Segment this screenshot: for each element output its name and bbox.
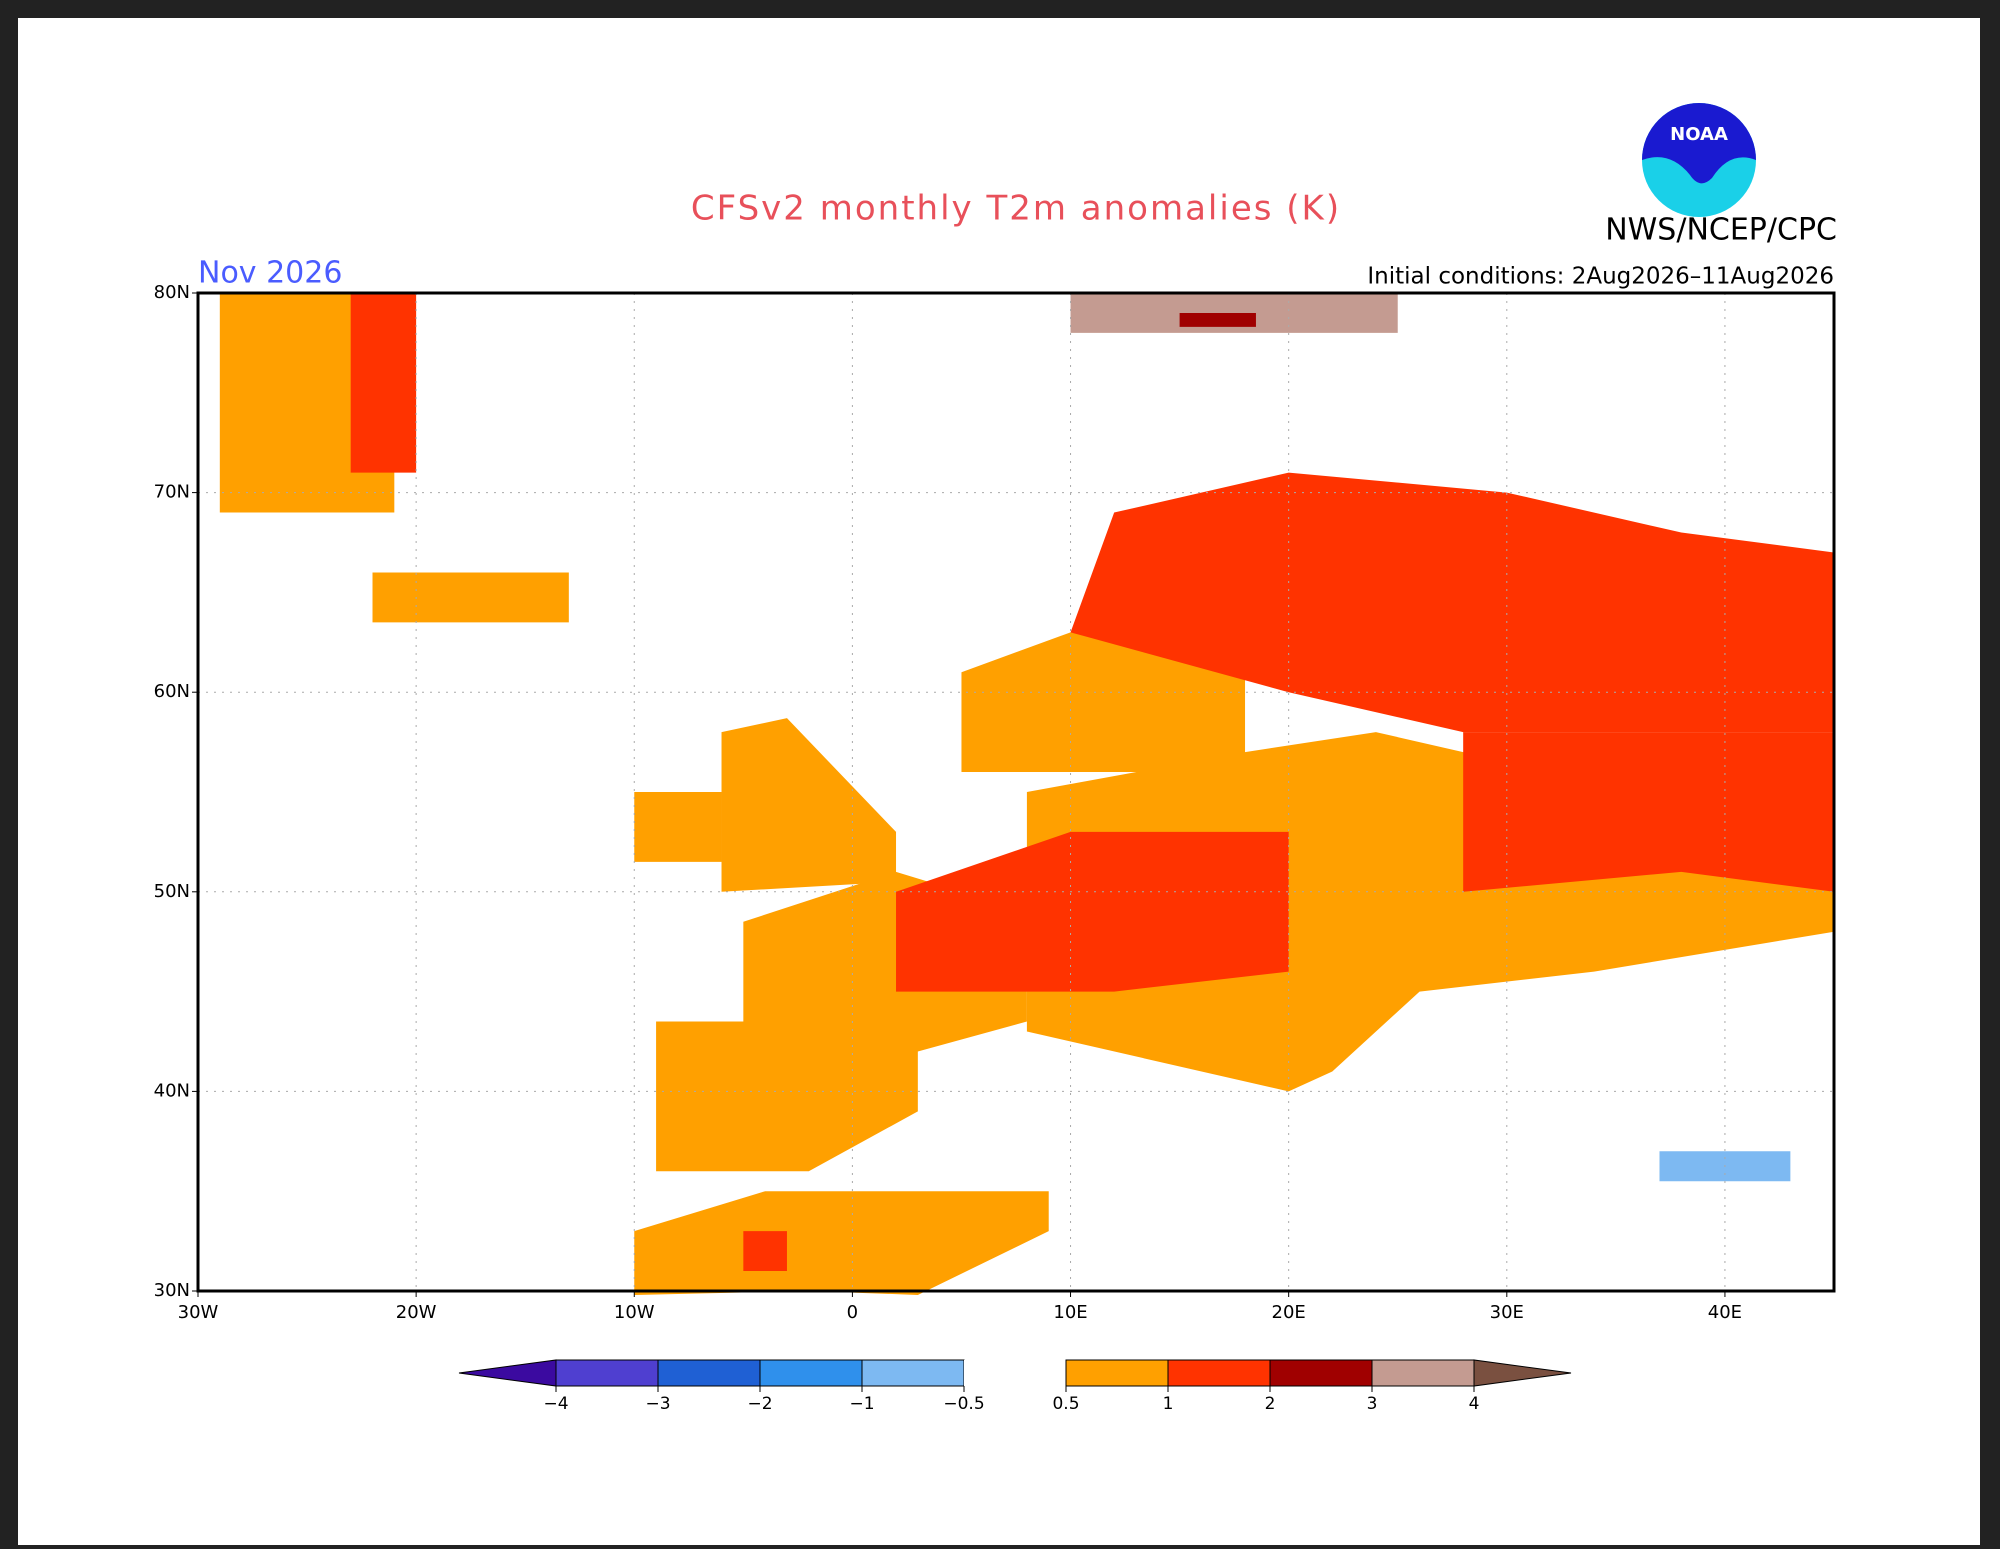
colorbar-label: −3 — [645, 1394, 670, 1414]
anomaly-region — [721, 718, 897, 892]
agency: NWS/NCEP/CPC — [1605, 213, 1837, 248]
lon-label: 30W — [178, 1302, 219, 1323]
lon-label: 0 — [847, 1302, 858, 1323]
anomaly-region — [1070, 472, 1834, 733]
anomaly-region — [372, 572, 569, 623]
colorbar-box — [1167, 1359, 1271, 1387]
anomaly-region — [350, 293, 417, 473]
colorbar-label: 0.5 — [1052, 1394, 1079, 1414]
map-frame — [196, 291, 1836, 1293]
colorbar-box — [1269, 1359, 1373, 1387]
colorbar-box — [657, 1359, 761, 1387]
colorbar-label: 1 — [1163, 1394, 1174, 1414]
lat-label: 40N — [154, 1080, 190, 1101]
lon-label: 40E — [1708, 1302, 1742, 1323]
colorbar-box — [759, 1359, 863, 1387]
lon-label: 10E — [1053, 1302, 1087, 1323]
colorbar-box — [555, 1359, 659, 1387]
colorbar-label: 3 — [1367, 1394, 1378, 1414]
logo-top — [1642, 103, 1756, 184]
colorbar-label: −2 — [747, 1394, 772, 1414]
colorbar-label: −4 — [543, 1394, 568, 1414]
noaa-logo: NOAA — [1642, 103, 1756, 217]
colorbar-box — [964, 1360, 1066, 1386]
anomaly-region — [1179, 312, 1256, 327]
lat-label: 80N — [154, 282, 190, 303]
logo-text: NOAA — [1670, 124, 1728, 145]
initial-conditions: Initial conditions: 2Aug2026–11Aug2026 — [1367, 264, 1834, 290]
colorbar-label: −0.5 — [943, 1394, 984, 1414]
map — [219, 293, 1834, 1295]
lon-label: 20E — [1272, 1302, 1306, 1323]
colorbar-box — [861, 1359, 965, 1387]
anomaly-region — [743, 1231, 787, 1272]
colorbar-label: −1 — [849, 1394, 874, 1414]
colorbar-label: 2 — [1265, 1394, 1276, 1414]
anomaly-region — [1463, 732, 1834, 892]
colorbar-box — [1371, 1359, 1475, 1387]
colorbar-label: 4 — [1469, 1394, 1480, 1414]
lat-label: 30N — [154, 1280, 190, 1301]
period: Nov 2026 — [198, 256, 342, 291]
lat-label: 60N — [154, 681, 190, 702]
lat-label: 50N — [154, 881, 190, 902]
lon-label: 20W — [396, 1302, 437, 1323]
lon-label: 10W — [614, 1302, 655, 1323]
colorbar-box — [1065, 1359, 1169, 1387]
lon-label: 30E — [1490, 1302, 1524, 1323]
anomaly-region — [634, 1191, 1049, 1295]
colorbar: −4 −3 −2 −1 −0.5 0.5 1 2 3 4 — [458, 1359, 1572, 1414]
lat-label: 70N — [154, 482, 190, 503]
colorbar-arrow — [1473, 1359, 1572, 1387]
anomaly-region — [961, 632, 1246, 773]
anomaly-region — [634, 792, 722, 862]
anomaly-region — [896, 831, 1289, 992]
title: CFSv2 monthly T2m anomalies (K) — [691, 189, 1341, 229]
